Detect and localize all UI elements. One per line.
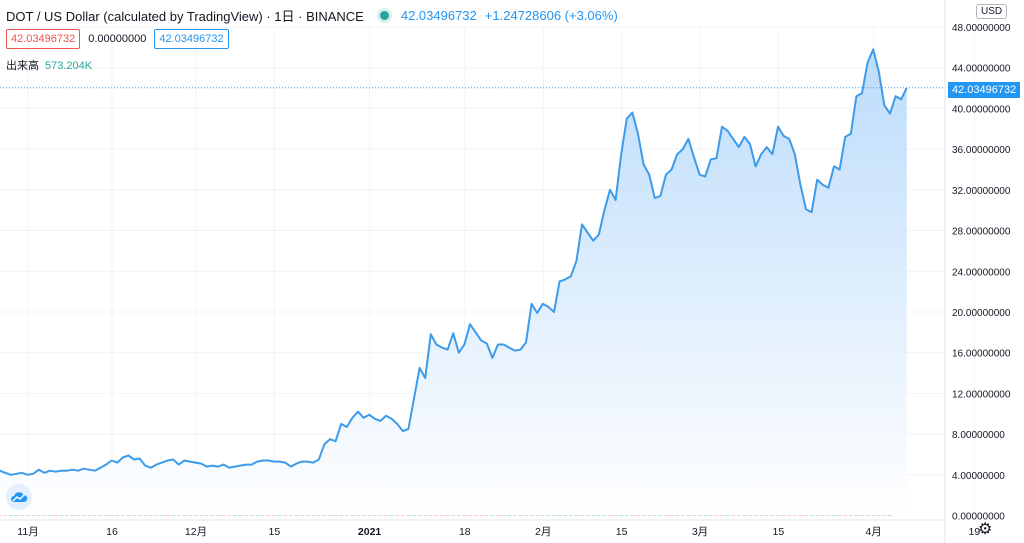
x-tick-label: 18 — [459, 526, 471, 538]
currency-button[interactable]: USD — [976, 4, 1008, 19]
y-tick-label: 48.00000000 — [952, 23, 1011, 34]
y-tick-label: 12.00000000 — [952, 389, 1011, 400]
y-tick-label: 40.00000000 — [952, 104, 1011, 115]
x-tick-label: 15 — [616, 526, 628, 538]
volume-label: 出来高 — [6, 60, 39, 72]
last-price-tag: 42.03496732 — [948, 82, 1021, 98]
x-tick-label: 15 — [773, 526, 785, 538]
y-tick-label: 32.00000000 — [952, 186, 1011, 197]
x-tick-label: 19 — [969, 526, 981, 538]
volume-value: 573.204K — [45, 60, 93, 72]
y-tick-label: 36.00000000 — [952, 145, 1011, 156]
indicator-row: 42.03496732 0.00000000 42.03496732 — [6, 29, 229, 49]
x-tick-label: 11月 — [17, 526, 38, 538]
y-tick-label: 16.00000000 — [952, 349, 1011, 360]
chart-header: DOT / US Dollar (calculated by TradingVi… — [6, 6, 618, 25]
x-tick-label: 2021 — [358, 526, 382, 538]
indicator-value-right[interactable]: 42.03496732 — [154, 29, 229, 49]
symbol-title[interactable]: DOT / US Dollar (calculated by TradingVi… — [6, 9, 364, 24]
y-tick-label: 4.00000000 — [952, 471, 1005, 482]
y-tick-label: 20.00000000 — [952, 308, 1011, 319]
x-tick-label: 16 — [106, 526, 118, 538]
settings-gear-icon[interactable]: ⚙ — [978, 521, 993, 538]
volume-legend[interactable]: 出来高 573.204K — [6, 57, 92, 73]
x-tick-label: 4月 — [865, 526, 881, 538]
tradingview-logo-icon[interactable] — [6, 484, 32, 510]
market-open-dot-icon — [379, 11, 389, 20]
price-axis[interactable]: 0.00000000 4.00000000 8.00000000 12.0000000… — [952, 23, 1011, 523]
x-tick-label: 12月 — [185, 526, 207, 538]
y-tick-label: 44.00000000 — [952, 64, 1011, 75]
header-change: +1.24728606 (+3.06%) — [484, 8, 618, 23]
y-tick-label: 28.00000000 — [952, 227, 1011, 238]
header-price: 42.03496732 — [400, 8, 477, 23]
price-line — [0, 48, 908, 476]
y-tick-label: 8.00000000 — [952, 430, 1005, 441]
x-tick-label: 2月 — [535, 526, 551, 538]
x-tick-label: 3月 — [692, 526, 708, 538]
y-tick-label: 24.00000000 — [952, 267, 1011, 278]
y-tick-label: 0.00000000 — [952, 512, 1005, 523]
x-tick-label: 15 — [269, 526, 281, 538]
indicator-value-left[interactable]: 42.03496732 — [6, 29, 81, 49]
time-axis[interactable]: 11月 16 12月 15 2021 18 2月 15 3月 15 4月 19 — [17, 526, 980, 538]
cloud-icon — [11, 492, 28, 502]
price-area — [0, 49, 907, 516]
indicator-value-middle: 0.00000000 — [88, 33, 147, 45]
